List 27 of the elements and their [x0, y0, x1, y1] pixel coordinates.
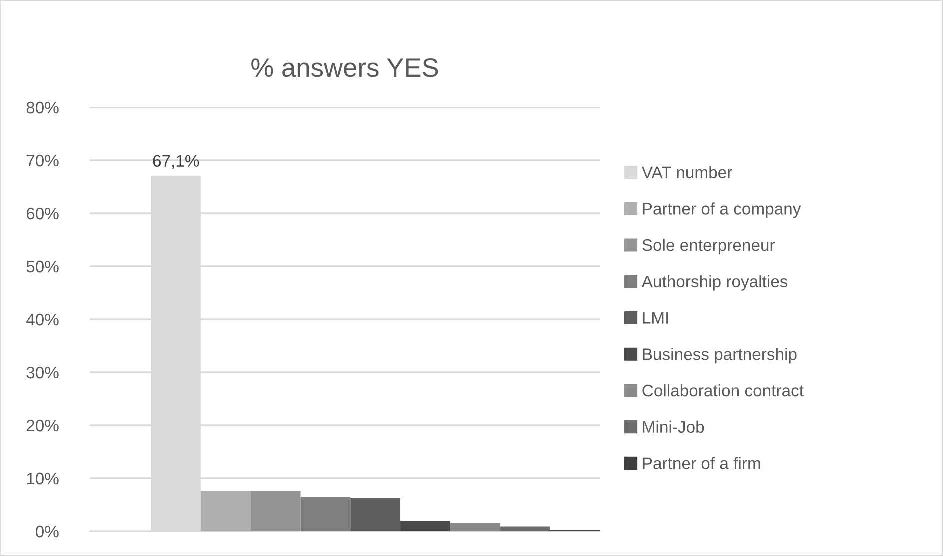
legend-label: Business partnership [643, 348, 797, 364]
y-tick-label: 70% [26, 154, 59, 167]
legend-label: VAT number [642, 166, 732, 178]
y-tick-label: 10% [27, 472, 59, 485]
bar [300, 497, 351, 532]
legend-label: LMI [643, 312, 668, 324]
legend-label: Partner of a company [643, 202, 802, 218]
data-label: 67,1% [153, 155, 200, 169]
bar [450, 524, 500, 532]
bar [201, 491, 251, 532]
bar [500, 526, 550, 532]
legend-label: Partner of a firm [643, 457, 760, 470]
legend-label: Collaboration contract [642, 384, 804, 397]
chart-title: % answers YES [252, 58, 438, 78]
legend-label: Sole enterpreneur [642, 238, 776, 255]
y-tick-label: 80% [26, 102, 59, 114]
y-tick-label: 30% [26, 366, 59, 379]
y-tick-label: 50% [26, 260, 59, 273]
y-tick-label: 0% [36, 526, 59, 538]
bar [250, 491, 301, 532]
bar [350, 498, 401, 532]
legend-label: Authorship royalties [642, 275, 788, 291]
bar [400, 521, 450, 532]
y-tick-label: 20% [26, 420, 59, 432]
y-tick-label: 40% [26, 314, 59, 326]
legend-label: Mini-Job [643, 420, 704, 434]
y-tick-label: 60% [26, 208, 59, 220]
